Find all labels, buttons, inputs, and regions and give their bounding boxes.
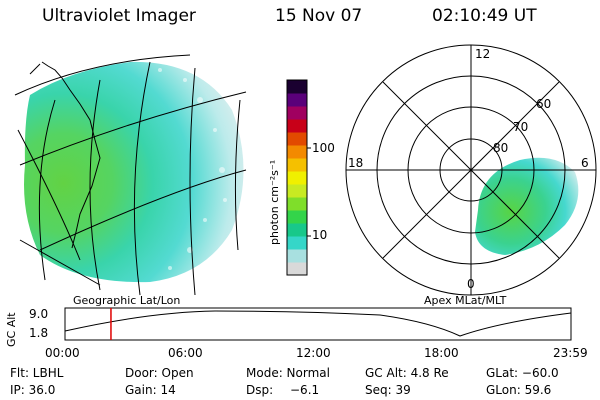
colorbar-swatch bbox=[287, 197, 307, 211]
colorbar-frame bbox=[286, 79, 308, 276]
mlt-label-12: 12 bbox=[475, 47, 491, 61]
time-tick-2359: 23:59 bbox=[553, 346, 588, 360]
time-label: 02:10:49 UT bbox=[432, 6, 537, 26]
mlt-label-0: 0 bbox=[467, 277, 475, 291]
lat-label-70: 70 bbox=[513, 120, 529, 134]
mlt-label-18: 18 bbox=[348, 156, 364, 170]
ip-status: IP: 36.0 bbox=[10, 383, 56, 397]
geo-map-caption: Geographic Lat/Lon bbox=[73, 294, 181, 307]
glat-status: GLat: −60.0 bbox=[486, 366, 559, 380]
colorbar-swatch bbox=[287, 171, 307, 185]
mode-status: Mode: Normal bbox=[246, 366, 330, 380]
colorbar-tick-100: 100 bbox=[312, 141, 335, 155]
date-label: 15 Nov 07 bbox=[275, 6, 363, 26]
colorbar-swatch bbox=[287, 223, 307, 237]
colorbar-swatch bbox=[287, 93, 307, 107]
polar-aurora-image bbox=[475, 157, 579, 255]
glon-status: GLon: 59.6 bbox=[486, 383, 552, 397]
colorbar-swatch bbox=[287, 106, 307, 120]
lat-label-60: 60 bbox=[536, 97, 552, 111]
gc-alt-status: GC Alt: 4.8 Re bbox=[365, 366, 449, 380]
filter-status: Flt: LBHL bbox=[10, 366, 64, 380]
time-tick-1200: 12:00 bbox=[296, 346, 331, 360]
colorbar-swatch bbox=[287, 210, 307, 224]
colorbar-swatch bbox=[287, 80, 307, 94]
door-status: Door: Open bbox=[125, 366, 194, 380]
colorbar-swatch bbox=[287, 236, 307, 250]
altitude-ytick-max: 9.0 bbox=[29, 307, 49, 321]
lat-label-80: 80 bbox=[493, 141, 509, 155]
altitude-plot bbox=[64, 307, 572, 341]
dsp-label: Dsp: bbox=[246, 383, 274, 397]
colorbar bbox=[286, 79, 311, 276]
dsp-value: −6.1 bbox=[290, 383, 320, 397]
polar-plot bbox=[345, 44, 597, 296]
colorbar-unit-label: photon cm⁻²s⁻¹ bbox=[268, 159, 281, 245]
altitude-ylabel: GC Alt bbox=[5, 312, 18, 347]
colorbar-swatch bbox=[287, 132, 307, 146]
colorbar-swatch bbox=[287, 158, 307, 172]
time-tick-0000: 00:00 bbox=[45, 346, 80, 360]
colorbar-swatch bbox=[287, 145, 307, 159]
seq-status: Seq: 39 bbox=[365, 383, 411, 397]
colorbar-swatch bbox=[287, 249, 307, 263]
colorbar-swatch bbox=[287, 262, 307, 276]
polar-plot-caption: Apex MLat/MLT bbox=[424, 294, 507, 307]
colorbar-swatch bbox=[287, 184, 307, 198]
time-tick-1800: 18:00 bbox=[424, 346, 459, 360]
geo-image bbox=[14, 54, 247, 296]
gain-status: Gain: 14 bbox=[125, 383, 176, 397]
altitude-curve bbox=[64, 310, 572, 337]
colorbar-swatch bbox=[287, 119, 307, 133]
instrument-title: Ultraviolet Imager bbox=[42, 6, 196, 26]
time-tick-0600: 06:00 bbox=[168, 346, 203, 360]
colorbar-tick-10: 10 bbox=[312, 228, 328, 242]
mlt-label-6: 6 bbox=[581, 156, 589, 170]
altitude-ytick-min: 1.8 bbox=[29, 326, 49, 340]
